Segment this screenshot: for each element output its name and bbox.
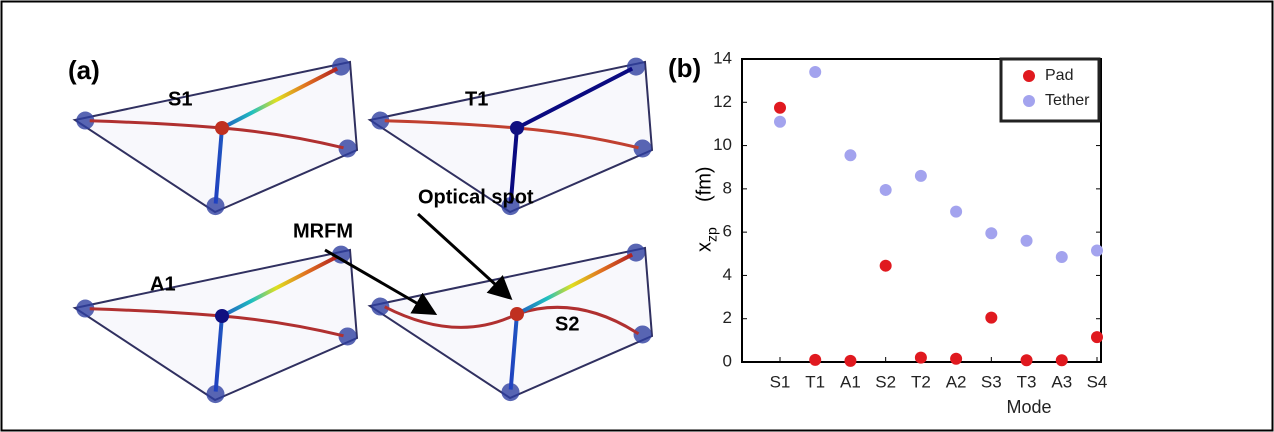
x-tick-label: A3 — [1051, 372, 1072, 391]
membrane — [75, 246, 357, 404]
x-tick-label: A2 — [946, 372, 967, 391]
y-axis-label-unit: (fm) — [693, 166, 715, 202]
mode-label: T1 — [465, 88, 488, 110]
point — [985, 312, 997, 324]
annotation: Optical spot — [418, 186, 534, 208]
y-tick-label: 6 — [723, 222, 732, 241]
point — [1021, 235, 1033, 247]
x-tick-label: T1 — [805, 372, 825, 391]
pad — [215, 121, 229, 135]
point — [1091, 245, 1103, 257]
x-tick-label: S2 — [875, 372, 896, 391]
y-tick-label: 8 — [723, 178, 732, 197]
membrane — [370, 244, 652, 402]
figure: S1T1A1S2 (a) (b) Optical spot MRFM Mode … — [0, 0, 1274, 432]
y-axis-label: x zp (fm) — [693, 166, 719, 252]
pad — [510, 307, 524, 321]
x-tick-label: T2 — [911, 372, 931, 391]
y-tick-label: 4 — [723, 265, 732, 284]
mode-label: S1 — [168, 88, 192, 110]
point — [985, 227, 997, 239]
x-axis-label: Mode — [1006, 397, 1051, 417]
mode-label: A1 — [150, 273, 176, 295]
pad — [510, 121, 524, 135]
panel-a: S1 T1 A1 S2 — [75, 58, 652, 404]
legend-label: Tether — [1045, 92, 1090, 109]
point — [774, 102, 786, 114]
x-tick-label: A1 — [840, 372, 861, 391]
point — [880, 260, 892, 272]
y-tick-label: 0 — [723, 351, 732, 370]
point — [809, 354, 821, 366]
point — [915, 352, 927, 364]
legend-label: Pad — [1045, 67, 1073, 84]
x-tick-label: S4 — [1087, 372, 1108, 391]
point — [844, 149, 856, 161]
point — [950, 206, 962, 218]
legend-marker — [1023, 95, 1035, 107]
point — [950, 353, 962, 365]
point — [774, 116, 786, 128]
membrane — [75, 58, 357, 216]
point — [809, 66, 821, 78]
mode-label: S2 — [555, 313, 579, 335]
clamp — [627, 58, 645, 76]
point — [1091, 331, 1103, 343]
point — [1056, 354, 1068, 366]
panel-label: (b) — [668, 53, 701, 83]
point — [1021, 354, 1033, 366]
x-tick-label: S1 — [770, 372, 791, 391]
pad — [215, 309, 229, 323]
y-tick-label: 14 — [713, 48, 732, 67]
x-tick-label: T3 — [1017, 372, 1037, 391]
y-axis-label-sub: zp — [704, 227, 720, 242]
y-tick-label: 10 — [713, 135, 732, 154]
clamp — [332, 58, 350, 76]
arrow — [418, 214, 508, 296]
y-tick-label: 12 — [713, 92, 732, 111]
x-tick-label: S3 — [981, 372, 1002, 391]
point — [844, 355, 856, 367]
y-axis-label-base: x — [693, 242, 715, 252]
point — [880, 184, 892, 196]
panel-label: (a) — [68, 55, 100, 85]
clamp — [634, 325, 652, 343]
clamp — [627, 244, 645, 262]
annotation: MRFM — [293, 220, 353, 242]
legend-marker — [1023, 70, 1035, 82]
point — [915, 170, 927, 182]
point — [1056, 251, 1068, 263]
y-tick-label: 2 — [723, 308, 732, 327]
